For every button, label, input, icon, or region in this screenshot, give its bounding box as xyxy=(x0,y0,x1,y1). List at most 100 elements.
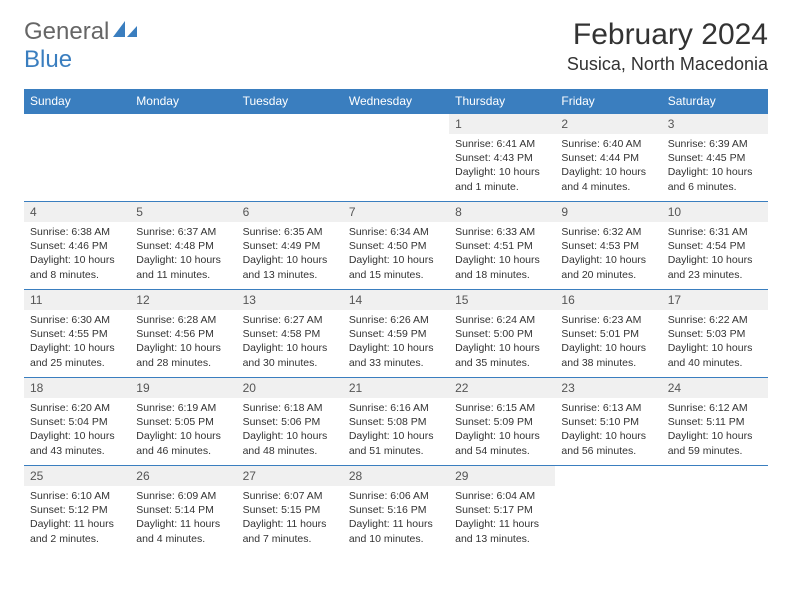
calendar-table: SundayMondayTuesdayWednesdayThursdayFrid… xyxy=(24,89,768,554)
day-body: Sunrise: 6:32 AMSunset: 4:53 PMDaylight:… xyxy=(555,222,661,285)
day-number: 16 xyxy=(555,290,661,310)
weekday-thursday: Thursday xyxy=(449,89,555,114)
day-number: 3 xyxy=(662,114,768,134)
day-number: 28 xyxy=(343,466,449,486)
day-body: Sunrise: 6:24 AMSunset: 5:00 PMDaylight:… xyxy=(449,310,555,373)
day-number: 1 xyxy=(449,114,555,134)
day-number: 29 xyxy=(449,466,555,486)
day-number: 21 xyxy=(343,378,449,398)
day-cell-16: 16Sunrise: 6:23 AMSunset: 5:01 PMDayligh… xyxy=(555,290,661,378)
day-body: Sunrise: 6:33 AMSunset: 4:51 PMDaylight:… xyxy=(449,222,555,285)
day-body: Sunrise: 6:28 AMSunset: 4:56 PMDaylight:… xyxy=(130,310,236,373)
day-body: Sunrise: 6:23 AMSunset: 5:01 PMDaylight:… xyxy=(555,310,661,373)
day-body: Sunrise: 6:04 AMSunset: 5:17 PMDaylight:… xyxy=(449,486,555,549)
day-cell-12: 12Sunrise: 6:28 AMSunset: 4:56 PMDayligh… xyxy=(130,290,236,378)
week-row: 11Sunrise: 6:30 AMSunset: 4:55 PMDayligh… xyxy=(24,290,768,378)
day-cell-25: 25Sunrise: 6:10 AMSunset: 5:12 PMDayligh… xyxy=(24,466,130,554)
day-body: Sunrise: 6:09 AMSunset: 5:14 PMDaylight:… xyxy=(130,486,236,549)
day-cell-6: 6Sunrise: 6:35 AMSunset: 4:49 PMDaylight… xyxy=(237,202,343,290)
day-number: 20 xyxy=(237,378,343,398)
day-number: 5 xyxy=(130,202,236,222)
day-cell-22: 22Sunrise: 6:15 AMSunset: 5:09 PMDayligh… xyxy=(449,378,555,466)
day-body: Sunrise: 6:39 AMSunset: 4:45 PMDaylight:… xyxy=(662,134,768,197)
day-cell-7: 7Sunrise: 6:34 AMSunset: 4:50 PMDaylight… xyxy=(343,202,449,290)
day-body: Sunrise: 6:10 AMSunset: 5:12 PMDaylight:… xyxy=(24,486,130,549)
day-number: 6 xyxy=(237,202,343,222)
logo-sail-icon xyxy=(113,18,139,46)
day-cell-3: 3Sunrise: 6:39 AMSunset: 4:45 PMDaylight… xyxy=(662,114,768,202)
day-body: Sunrise: 6:16 AMSunset: 5:08 PMDaylight:… xyxy=(343,398,449,461)
day-cell-11: 11Sunrise: 6:30 AMSunset: 4:55 PMDayligh… xyxy=(24,290,130,378)
day-body: Sunrise: 6:34 AMSunset: 4:50 PMDaylight:… xyxy=(343,222,449,285)
day-body: Sunrise: 6:20 AMSunset: 5:04 PMDaylight:… xyxy=(24,398,130,461)
day-cell-4: 4Sunrise: 6:38 AMSunset: 4:46 PMDaylight… xyxy=(24,202,130,290)
day-body: Sunrise: 6:38 AMSunset: 4:46 PMDaylight:… xyxy=(24,222,130,285)
weekday-sunday: Sunday xyxy=(24,89,130,114)
day-number: 22 xyxy=(449,378,555,398)
day-body: Sunrise: 6:13 AMSunset: 5:10 PMDaylight:… xyxy=(555,398,661,461)
month-title: February 2024 xyxy=(567,18,768,52)
day-cell-26: 26Sunrise: 6:09 AMSunset: 5:14 PMDayligh… xyxy=(130,466,236,554)
day-body: Sunrise: 6:35 AMSunset: 4:49 PMDaylight:… xyxy=(237,222,343,285)
header: GeneralBlue February 2024 Susica, North … xyxy=(24,18,768,75)
day-number: 2 xyxy=(555,114,661,134)
logo-text-blue: Blue xyxy=(24,46,72,73)
day-body: Sunrise: 6:40 AMSunset: 4:44 PMDaylight:… xyxy=(555,134,661,197)
empty-cell xyxy=(130,114,236,202)
day-cell-5: 5Sunrise: 6:37 AMSunset: 4:48 PMDaylight… xyxy=(130,202,236,290)
day-cell-13: 13Sunrise: 6:27 AMSunset: 4:58 PMDayligh… xyxy=(237,290,343,378)
day-cell-27: 27Sunrise: 6:07 AMSunset: 5:15 PMDayligh… xyxy=(237,466,343,554)
day-body: Sunrise: 6:30 AMSunset: 4:55 PMDaylight:… xyxy=(24,310,130,373)
weekday-friday: Friday xyxy=(555,89,661,114)
day-number: 27 xyxy=(237,466,343,486)
day-number: 8 xyxy=(449,202,555,222)
day-number: 24 xyxy=(662,378,768,398)
day-cell-1: 1Sunrise: 6:41 AMSunset: 4:43 PMDaylight… xyxy=(449,114,555,202)
day-cell-23: 23Sunrise: 6:13 AMSunset: 5:10 PMDayligh… xyxy=(555,378,661,466)
day-cell-19: 19Sunrise: 6:19 AMSunset: 5:05 PMDayligh… xyxy=(130,378,236,466)
empty-cell xyxy=(343,114,449,202)
week-row: 18Sunrise: 6:20 AMSunset: 5:04 PMDayligh… xyxy=(24,378,768,466)
week-row: 25Sunrise: 6:10 AMSunset: 5:12 PMDayligh… xyxy=(24,466,768,554)
day-body: Sunrise: 6:31 AMSunset: 4:54 PMDaylight:… xyxy=(662,222,768,285)
empty-cell xyxy=(24,114,130,202)
day-body: Sunrise: 6:06 AMSunset: 5:16 PMDaylight:… xyxy=(343,486,449,549)
day-cell-2: 2Sunrise: 6:40 AMSunset: 4:44 PMDaylight… xyxy=(555,114,661,202)
day-cell-29: 29Sunrise: 6:04 AMSunset: 5:17 PMDayligh… xyxy=(449,466,555,554)
day-number: 10 xyxy=(662,202,768,222)
day-number: 14 xyxy=(343,290,449,310)
week-row: 1Sunrise: 6:41 AMSunset: 4:43 PMDaylight… xyxy=(24,114,768,202)
weekday-wednesday: Wednesday xyxy=(343,89,449,114)
week-row: 4Sunrise: 6:38 AMSunset: 4:46 PMDaylight… xyxy=(24,202,768,290)
day-cell-17: 17Sunrise: 6:22 AMSunset: 5:03 PMDayligh… xyxy=(662,290,768,378)
empty-cell xyxy=(237,114,343,202)
day-cell-10: 10Sunrise: 6:31 AMSunset: 4:54 PMDayligh… xyxy=(662,202,768,290)
day-number: 19 xyxy=(130,378,236,398)
weekday-monday: Monday xyxy=(130,89,236,114)
day-body: Sunrise: 6:15 AMSunset: 5:09 PMDaylight:… xyxy=(449,398,555,461)
day-cell-15: 15Sunrise: 6:24 AMSunset: 5:00 PMDayligh… xyxy=(449,290,555,378)
day-cell-18: 18Sunrise: 6:20 AMSunset: 5:04 PMDayligh… xyxy=(24,378,130,466)
day-number: 18 xyxy=(24,378,130,398)
day-number: 17 xyxy=(662,290,768,310)
day-body: Sunrise: 6:07 AMSunset: 5:15 PMDaylight:… xyxy=(237,486,343,549)
day-cell-20: 20Sunrise: 6:18 AMSunset: 5:06 PMDayligh… xyxy=(237,378,343,466)
day-cell-14: 14Sunrise: 6:26 AMSunset: 4:59 PMDayligh… xyxy=(343,290,449,378)
day-number: 4 xyxy=(24,202,130,222)
weekday-header-row: SundayMondayTuesdayWednesdayThursdayFrid… xyxy=(24,89,768,114)
day-body: Sunrise: 6:41 AMSunset: 4:43 PMDaylight:… xyxy=(449,134,555,197)
day-cell-24: 24Sunrise: 6:12 AMSunset: 5:11 PMDayligh… xyxy=(662,378,768,466)
day-number: 25 xyxy=(24,466,130,486)
day-number: 26 xyxy=(130,466,236,486)
day-cell-8: 8Sunrise: 6:33 AMSunset: 4:51 PMDaylight… xyxy=(449,202,555,290)
day-cell-28: 28Sunrise: 6:06 AMSunset: 5:16 PMDayligh… xyxy=(343,466,449,554)
day-number: 7 xyxy=(343,202,449,222)
day-number: 9 xyxy=(555,202,661,222)
day-body: Sunrise: 6:27 AMSunset: 4:58 PMDaylight:… xyxy=(237,310,343,373)
day-number: 13 xyxy=(237,290,343,310)
location: Susica, North Macedonia xyxy=(567,54,768,75)
day-cell-9: 9Sunrise: 6:32 AMSunset: 4:53 PMDaylight… xyxy=(555,202,661,290)
weekday-tuesday: Tuesday xyxy=(237,89,343,114)
day-body: Sunrise: 6:26 AMSunset: 4:59 PMDaylight:… xyxy=(343,310,449,373)
day-number: 11 xyxy=(24,290,130,310)
